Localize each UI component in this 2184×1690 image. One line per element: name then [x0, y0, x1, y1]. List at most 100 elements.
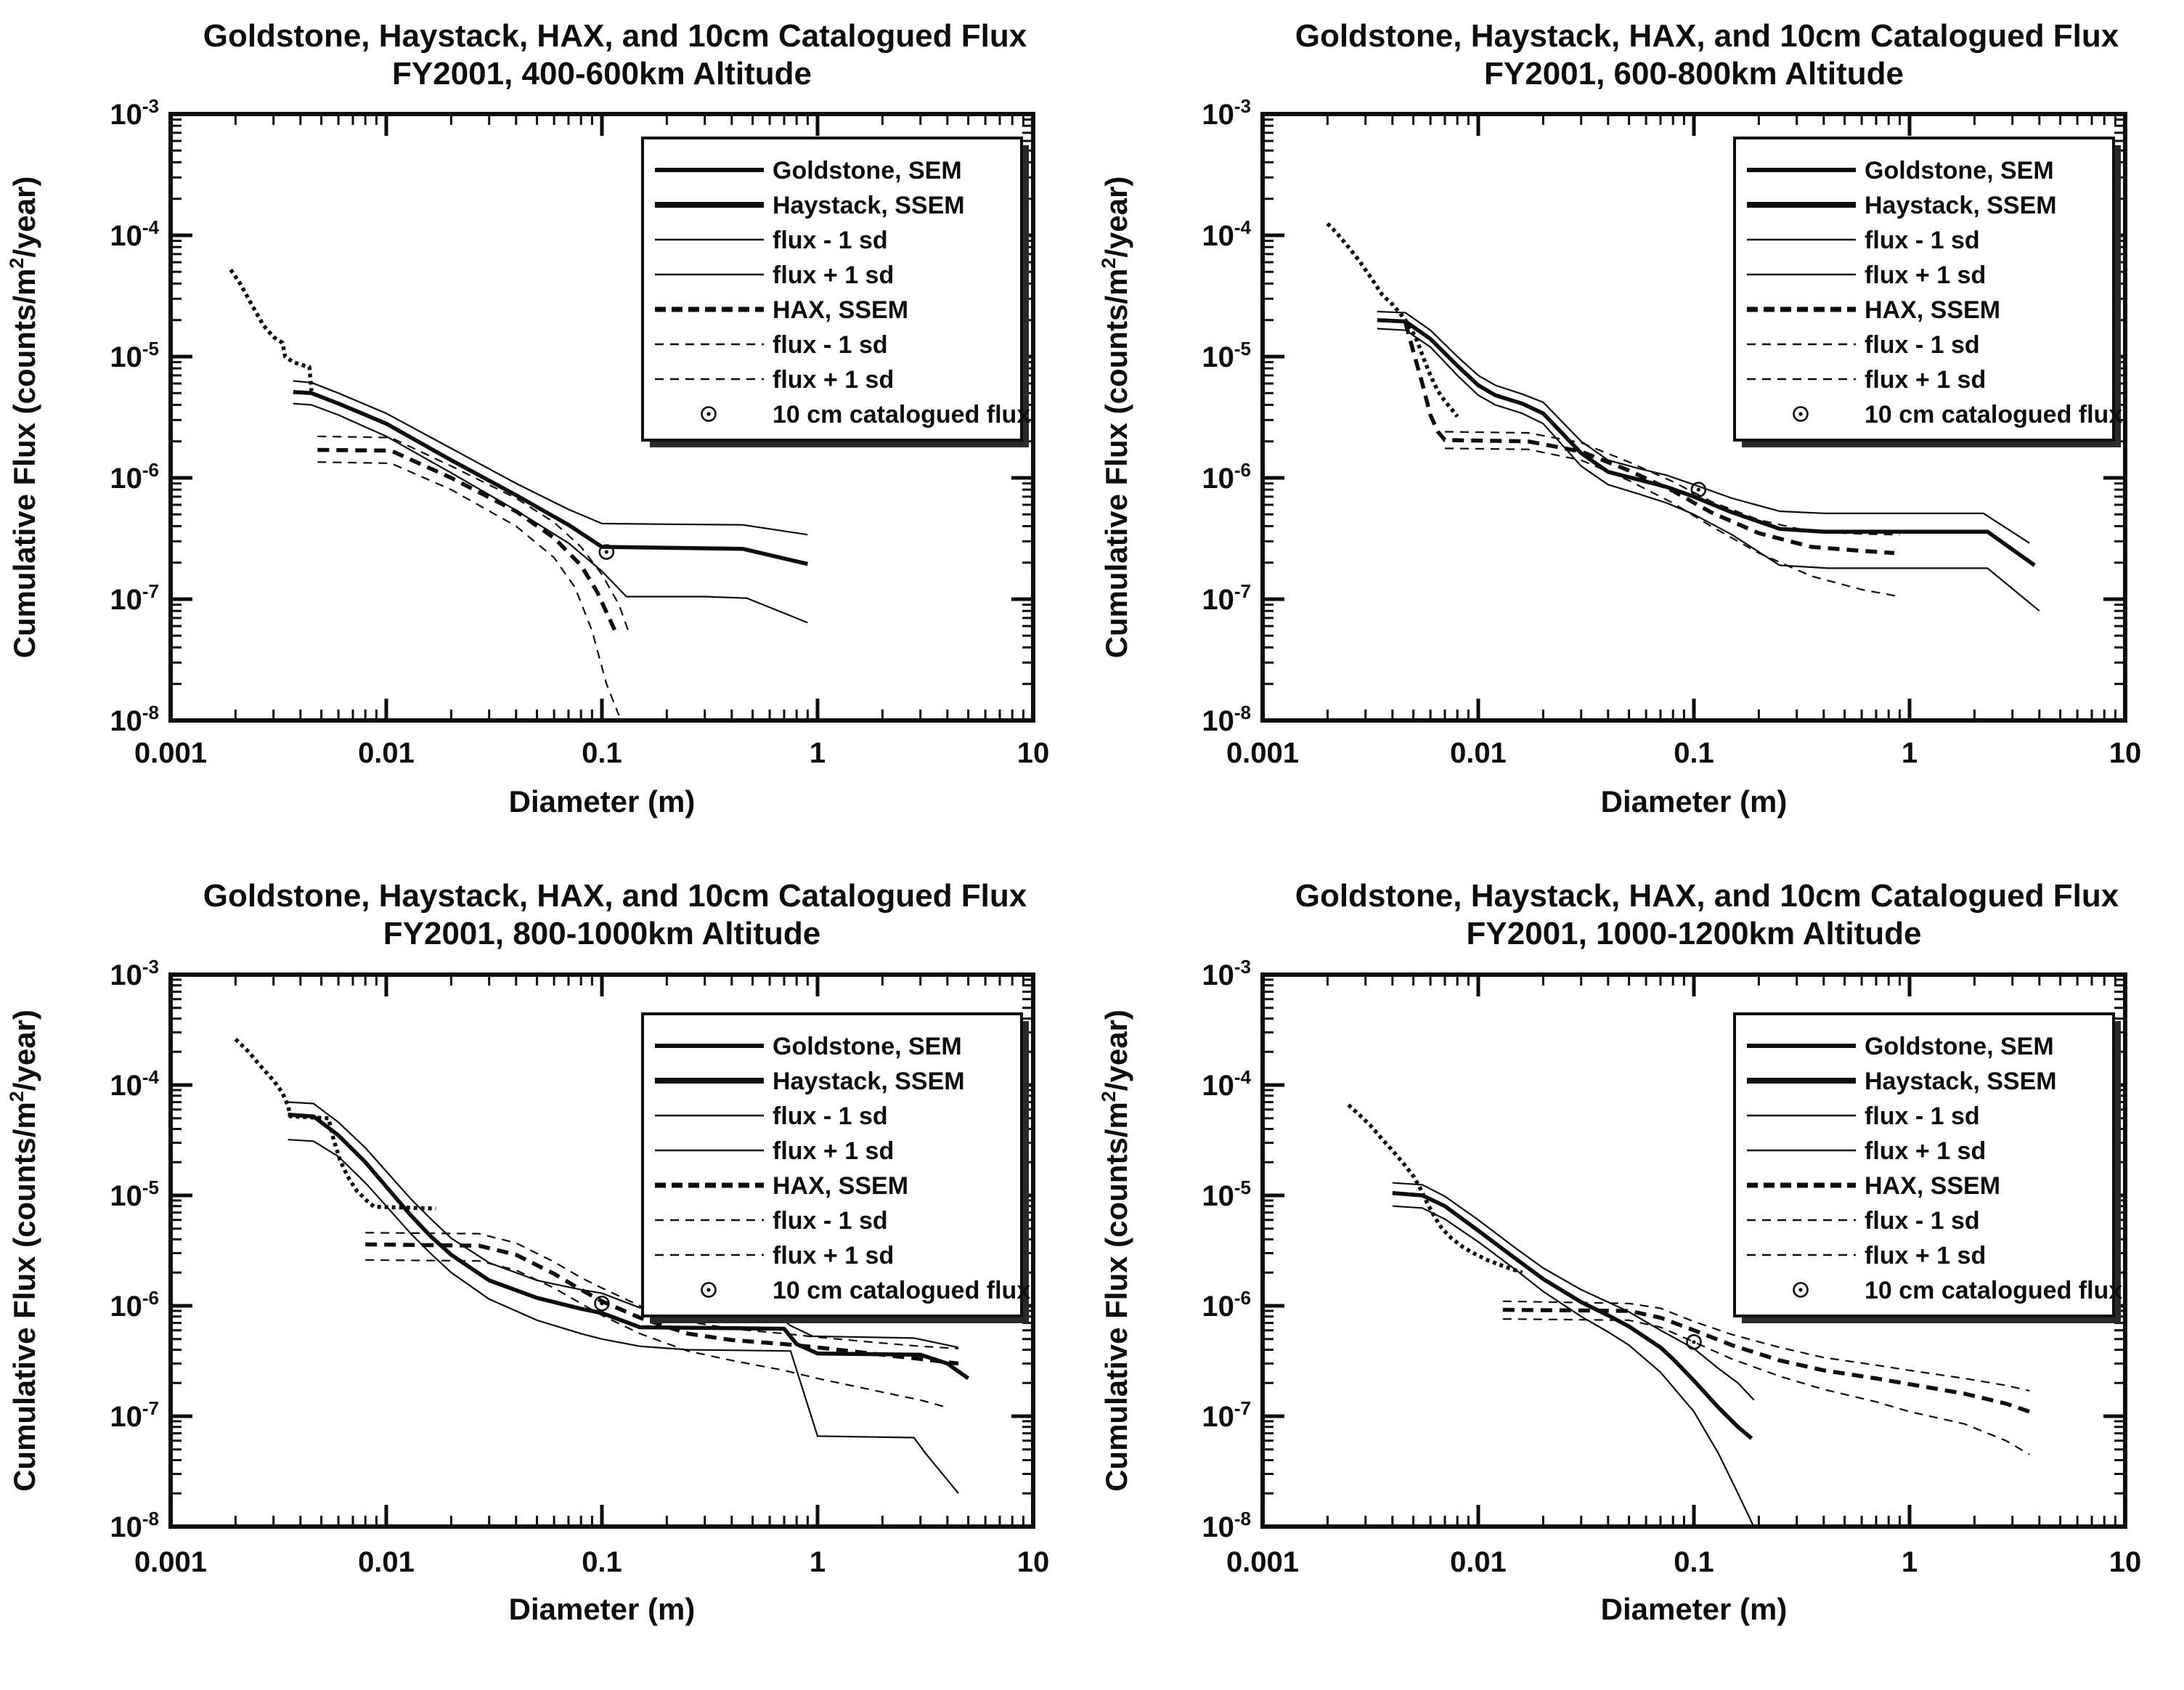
legend-label: Goldstone, SEM — [773, 157, 962, 184]
series-hax-flux-1-sd — [365, 1232, 959, 1349]
series-haystack-ssem — [1377, 317, 2036, 567]
legend-catalogued-flux-marker-circle — [701, 1282, 717, 1298]
x-tick-label: 0.001 — [134, 737, 207, 769]
y-tick-label: 10-6 — [110, 1287, 159, 1323]
x-tick-label: 0.1 — [582, 737, 622, 769]
legend-catalogued-flux-marker-dot — [1798, 412, 1803, 416]
series-goldstone-sem — [234, 1037, 436, 1211]
legend-label: flux + 1 sd — [773, 1137, 894, 1165]
y-tick-label: 10-5 — [110, 1177, 159, 1212]
y-tick-label: 10-4 — [1202, 216, 1251, 252]
legend-label: Haystack, SSEM — [773, 1068, 965, 1095]
panel-1000-1200km: Goldstone, Haystack, HAX, and 10cm Catal… — [1092, 845, 2184, 1690]
legend-catalogued-flux-marker-circle — [1793, 406, 1809, 422]
y-tick-label: 10-3 — [1202, 956, 1251, 991]
x-tick-label: 10 — [2109, 737, 2142, 769]
y-tick-label: 10-5 — [110, 338, 159, 373]
legend-label: flux + 1 sd — [1865, 1242, 1986, 1269]
catalogued-flux-marker-circle — [598, 544, 615, 560]
axis-ticks — [1260, 972, 2127, 1529]
panel-600-800km: Goldstone, Haystack, HAX, and 10cm Catal… — [1092, 0, 2184, 845]
y-axis-label: Cumulative Flux (counts/m2/year) — [1098, 1009, 1133, 1492]
legend-label: Haystack, SSEM — [1865, 192, 2057, 219]
x-axis-label: Diameter (m) — [1601, 1592, 1788, 1626]
y-tick-label: 10-7 — [1202, 580, 1251, 616]
y-tick-label: 10-3 — [110, 956, 159, 991]
legend: Goldstone, SEM Haystack, SSEM flux - 1 sd f… — [641, 137, 1030, 447]
plot-area — [234, 1037, 970, 1494]
chart-subtitle: FY2001, 400-600km Altitude — [392, 56, 812, 92]
x-tick-label: 10 — [1017, 737, 1050, 769]
chart-1000-1200km: Goldstone, Haystack, HAX, and 10cm Catal… — [1098, 878, 2142, 1626]
y-tick-label: 10-7 — [1202, 1397, 1251, 1433]
series-haystack-ssem — [1392, 1191, 1753, 1440]
legend-label: flux - 1 sd — [773, 1102, 888, 1130]
legend-label: flux + 1 sd — [773, 1242, 894, 1269]
legend-label: Haystack, SSEM — [1865, 1068, 2057, 1095]
legend-label: flux - 1 sd — [1865, 331, 1980, 359]
legend-label: flux + 1 sd — [1865, 366, 1986, 394]
chart-subtitle: FY2001, 800-1000km Altitude — [383, 916, 820, 951]
legend-catalogued-flux-marker-circle — [1793, 1282, 1809, 1298]
series-haystack-ssem — [288, 1112, 970, 1381]
catalogued-flux-marker-circle — [594, 1295, 610, 1312]
x-tick-label: 0.1 — [582, 1546, 622, 1578]
legend-label: Goldstone, SEM — [1865, 1033, 2054, 1060]
plot-area — [1326, 222, 2040, 612]
series-hax-flux-1-sd — [365, 1259, 948, 1409]
x-tick-label: 1 — [1902, 737, 1918, 769]
y-axis-label: Cumulative Flux (counts/m2/year) — [6, 1009, 41, 1492]
legend-label: 10 cm catalogued flux — [1865, 401, 2122, 428]
series-haystack-ssem — [293, 390, 809, 566]
legend-label: flux - 1 sd — [773, 227, 888, 254]
x-tick-label: 0.01 — [1450, 737, 1507, 769]
legend-label: HAX, SSEM — [773, 1172, 908, 1200]
x-tick-label: 0.001 — [1226, 1546, 1299, 1578]
legend-box — [641, 137, 1023, 442]
legend-label: flux - 1 sd — [773, 1207, 888, 1235]
series-hax-flux-1-sd — [1502, 1300, 2030, 1392]
series-hax-flux-1-sd — [1444, 431, 1900, 536]
plot-area — [229, 268, 809, 716]
legend: Goldstone, SEM Haystack, SSEM flux - 1 sd f… — [1733, 1012, 2122, 1323]
x-tick-label: 0.01 — [358, 737, 415, 769]
catalogued-flux-marker-circle — [1686, 1334, 1702, 1350]
x-axis-label: Diameter (m) — [1601, 784, 1788, 818]
series-flux-1-sd — [293, 402, 808, 624]
chart-title: Goldstone, Haystack, HAX, and 10cm Catal… — [203, 18, 1027, 54]
legend-box — [1733, 137, 2115, 442]
x-tick-label: 10 — [2109, 1546, 2142, 1578]
y-tick-label: 10-5 — [1202, 338, 1251, 373]
catalogued-flux-marker-dot — [1692, 1340, 1696, 1344]
legend-box — [641, 1012, 1023, 1317]
catalogued-flux-marker-dot — [1696, 487, 1700, 492]
chart-title: Goldstone, Haystack, HAX, and 10cm Catal… — [1295, 18, 2119, 54]
series-flux-1-sd — [288, 1139, 959, 1494]
x-tick-label: 10 — [1017, 1546, 1050, 1578]
y-tick-label: 10-6 — [1202, 459, 1251, 495]
legend-catalogued-flux-marker-dot — [1798, 1288, 1803, 1292]
series-flux-1-sd — [288, 1101, 959, 1349]
legend: Goldstone, SEM Haystack, SSEM flux - 1 sd f… — [641, 1012, 1030, 1323]
y-axis-label: Cumulative Flux (counts/m2/year) — [1098, 176, 1133, 659]
series-hax-ssem — [365, 1242, 959, 1366]
y-tick-label: 10-5 — [1202, 1177, 1251, 1212]
catalogued-flux-marker-circle — [1690, 482, 1707, 497]
x-tick-label: 1 — [1902, 1546, 1918, 1578]
legend-box — [1733, 1012, 2115, 1317]
chart-subtitle: FY2001, 600-800km Altitude — [1484, 56, 1904, 92]
series-flux-1-sd — [1392, 1182, 1755, 1401]
x-tick-label: 1 — [810, 1546, 826, 1578]
legend-label: Haystack, SSEM — [773, 192, 965, 219]
chart-600-800km: Goldstone, Haystack, HAX, and 10cm Catal… — [1098, 18, 2142, 818]
y-tick-label: 10-8 — [110, 702, 159, 737]
legend: Goldstone, SEM Haystack, SSEM flux - 1 sd f… — [1733, 137, 2122, 447]
series-hax-flux-1-sd — [317, 461, 620, 716]
series-goldstone-sem — [1347, 1103, 1523, 1275]
chart-subtitle: FY2001, 1000-1200km Altitude — [1467, 916, 1922, 951]
plot-area — [1347, 1103, 2031, 1527]
series-hax-ssem — [317, 447, 617, 632]
y-tick-label: 10-6 — [110, 459, 159, 495]
legend-catalogued-flux-marker-circle — [701, 406, 717, 422]
